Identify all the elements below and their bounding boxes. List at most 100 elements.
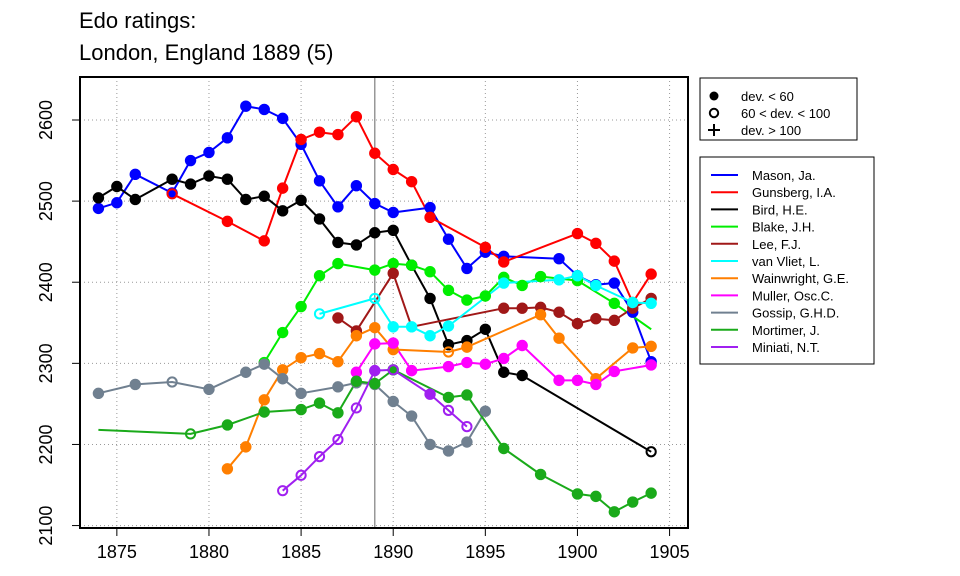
x-tick-label: 1895: [465, 542, 505, 562]
data-point: [332, 356, 344, 368]
data-point: [276, 112, 289, 125]
data-point: [534, 468, 547, 481]
data-point: [332, 312, 344, 324]
data-point: [369, 338, 381, 350]
data-point: [313, 347, 326, 360]
data-point: [608, 314, 621, 327]
legend-label: Blake, J.H.: [752, 220, 815, 235]
data-point: [405, 259, 418, 271]
data-point: [608, 297, 621, 310]
data-point: [332, 201, 344, 213]
data-point: [608, 277, 621, 289]
data-point: [295, 133, 307, 146]
data-point: [369, 264, 381, 276]
data-point: [240, 441, 252, 453]
x-tick-label: 1900: [557, 542, 597, 562]
y-tick-label: 2500: [36, 181, 56, 221]
data-point: [129, 168, 141, 181]
data-point: [590, 313, 602, 325]
data-point: [276, 182, 289, 194]
data-point: [387, 395, 399, 408]
data-point: [313, 270, 326, 282]
series-line: [282, 368, 468, 492]
data-point: [332, 381, 344, 393]
data-point: [516, 302, 528, 314]
legend-label: Lee, F.J.: [752, 237, 801, 252]
data-point: [442, 391, 455, 404]
data-point: [111, 197, 123, 209]
data-point: [590, 237, 602, 249]
data-point: [369, 321, 381, 334]
data-point: [166, 173, 178, 185]
data-point: [332, 128, 344, 141]
data-point: [387, 337, 399, 349]
data-point: [627, 296, 639, 309]
data-point: [498, 352, 510, 365]
series-legend: Mason, Ja. Gunsberg, I.A. Bird, H.E. Blake,…: [699, 156, 875, 365]
data-point: [277, 485, 289, 497]
data-point: [645, 268, 657, 280]
data-point: [645, 297, 657, 310]
data-point: [313, 175, 326, 187]
data-point: [203, 383, 215, 395]
data-point: [608, 255, 621, 267]
data-point: [571, 488, 584, 500]
data-point: [405, 410, 418, 422]
data-point: [350, 111, 363, 123]
data-point: [258, 235, 270, 247]
data-point: [498, 442, 510, 455]
data-point: [553, 274, 565, 286]
data-point: [571, 270, 584, 282]
data-point: [221, 419, 234, 431]
series-line: [263, 262, 652, 364]
x-tick-label: 1875: [97, 542, 137, 562]
data-point: [387, 224, 399, 237]
legend-label: Mortimer, J.: [752, 323, 820, 338]
legend-label: Mason, Ja.: [752, 168, 816, 183]
data-point: [258, 394, 270, 406]
marker-legend-label: dev. < 60: [741, 89, 794, 104]
data-point: [442, 233, 455, 245]
data-point: [221, 173, 234, 185]
data-point: [184, 154, 197, 167]
data-point: [424, 211, 436, 224]
data-point: [479, 290, 492, 302]
data-point: [424, 265, 436, 278]
data-point: [608, 506, 621, 518]
data-point: [92, 202, 105, 215]
data-point: [92, 192, 105, 204]
data-point: [405, 175, 418, 188]
plot-frame: [79, 76, 689, 529]
data-point: [276, 326, 289, 339]
data-point: [498, 256, 510, 268]
data-point: [332, 257, 344, 270]
data-point: [498, 302, 510, 314]
data-point: [442, 360, 455, 373]
data-point: [553, 332, 565, 344]
data-point: [369, 147, 381, 159]
y-tick-label: 2200: [36, 424, 56, 464]
data-point: [332, 236, 344, 249]
data-point: [350, 375, 363, 387]
data-point: [608, 365, 621, 378]
data-point: [461, 389, 473, 401]
data-point: [350, 179, 363, 192]
data-point: [479, 405, 492, 417]
x-tick-label: 1885: [281, 542, 321, 562]
data-point: [387, 267, 399, 279]
data-point: [645, 340, 657, 353]
data-point: [442, 346, 455, 358]
data-point: [240, 366, 252, 378]
data-point: [313, 451, 326, 463]
data-point: [313, 213, 326, 225]
data-point: [424, 438, 436, 451]
data-point: [387, 321, 399, 333]
data-point: [553, 252, 565, 265]
data-point: [332, 407, 344, 419]
plot-axes: 1875 1880 1885 1890 1895 1900 1905 2100 2200 2300…: [36, 76, 690, 562]
data-point: [221, 132, 234, 144]
data-point: [221, 215, 234, 228]
data-point: [295, 469, 307, 481]
filled-circle-icon: [709, 91, 719, 101]
data-point: [92, 387, 105, 400]
